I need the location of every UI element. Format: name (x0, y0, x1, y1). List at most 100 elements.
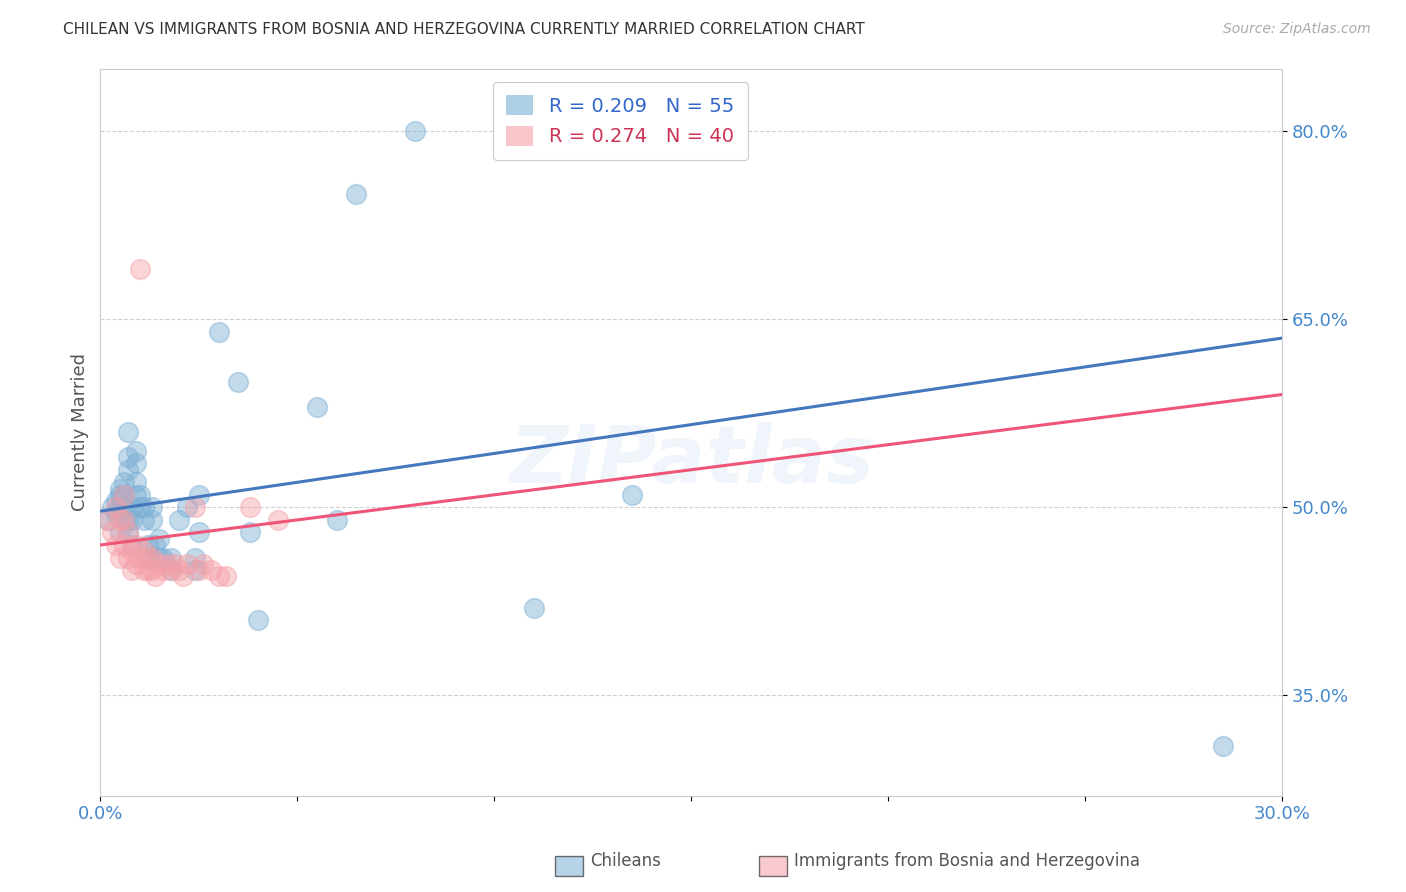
Point (184, 550, 207, 565)
Point (132, 563, 155, 577)
Point (136, 538, 159, 552)
Point (125, 457, 148, 471)
Text: Source: ZipAtlas.com: Source: ZipAtlas.com (1223, 22, 1371, 37)
Point (621, 488, 644, 502)
Point (184, 563, 207, 577)
Point (101, 500, 124, 515)
Point (108, 488, 131, 502)
Point (128, 488, 150, 502)
Point (207, 325, 229, 339)
Point (112, 538, 135, 552)
Point (141, 563, 163, 577)
Point (305, 400, 328, 414)
Point (152, 550, 174, 565)
Point (148, 557, 170, 571)
Point (152, 563, 174, 577)
Point (165, 557, 187, 571)
Point (148, 550, 170, 565)
Point (121, 538, 143, 552)
Point (160, 563, 183, 577)
Point (325, 513, 347, 527)
Point (121, 563, 143, 577)
Point (117, 525, 139, 540)
Point (108, 550, 131, 565)
Point (266, 513, 288, 527)
Point (125, 444, 148, 458)
Y-axis label: Currently Married: Currently Married (72, 353, 89, 511)
Point (215, 569, 238, 583)
Text: ZIPatlas: ZIPatlas (509, 422, 873, 500)
Point (125, 475, 148, 490)
Point (132, 513, 155, 527)
Point (125, 538, 148, 552)
Text: Immigrants from Bosnia and Herzegovina: Immigrants from Bosnia and Herzegovina (794, 852, 1140, 870)
Point (226, 375, 249, 389)
Point (145, 538, 167, 552)
Text: CHILEAN VS IMMIGRANTS FROM BOSNIA AND HERZEGOVINA CURRENTLY MARRIED CORRELATION : CHILEAN VS IMMIGRANTS FROM BOSNIA AND HE… (63, 22, 865, 37)
Point (207, 569, 229, 583)
Point (128, 550, 150, 565)
Point (121, 500, 143, 515)
Point (141, 513, 163, 527)
Point (160, 550, 183, 565)
Point (105, 507, 128, 521)
Point (112, 500, 135, 515)
Point (141, 550, 163, 565)
Point (125, 557, 148, 571)
Point (239, 525, 262, 540)
Point (523, 600, 546, 615)
Point (108, 482, 131, 496)
Point (132, 500, 155, 515)
Point (125, 488, 148, 502)
Point (187, 488, 209, 502)
Text: Chileans: Chileans (591, 852, 661, 870)
Point (191, 557, 214, 571)
Point (112, 513, 135, 527)
Point (167, 513, 190, 527)
Point (105, 494, 128, 508)
Point (176, 557, 198, 571)
Point (246, 613, 269, 627)
Point (136, 563, 159, 577)
Point (132, 544, 155, 558)
Point (108, 525, 131, 540)
Point (117, 425, 139, 439)
Point (112, 475, 135, 490)
Point (117, 463, 139, 477)
Point (117, 450, 139, 465)
Point (156, 557, 179, 571)
Point (172, 569, 194, 583)
Point (108, 500, 131, 515)
Point (136, 550, 159, 565)
Point (128, 262, 150, 277)
Point (404, 124, 426, 138)
Point (200, 563, 222, 577)
Point (187, 563, 209, 577)
Point (136, 550, 159, 565)
Point (176, 500, 198, 515)
Point (145, 569, 167, 583)
Point (128, 500, 150, 515)
Point (121, 513, 143, 527)
Point (117, 513, 139, 527)
Point (112, 488, 135, 502)
Point (105, 500, 128, 515)
Point (97, 513, 120, 527)
Point (101, 525, 124, 540)
Point (105, 538, 128, 552)
Point (117, 525, 139, 540)
Point (108, 513, 131, 527)
Point (112, 488, 135, 502)
Point (148, 532, 170, 546)
Point (187, 525, 209, 540)
Point (117, 550, 139, 565)
Point (160, 563, 183, 577)
Legend: R = 0.209   N = 55, R = 0.274   N = 40: R = 0.209 N = 55, R = 0.274 N = 40 (492, 82, 748, 160)
Point (112, 513, 135, 527)
Point (1212, 739, 1234, 753)
Point (141, 500, 163, 515)
Point (121, 544, 143, 558)
Point (97, 513, 120, 527)
Point (167, 563, 190, 577)
Point (344, 186, 367, 201)
